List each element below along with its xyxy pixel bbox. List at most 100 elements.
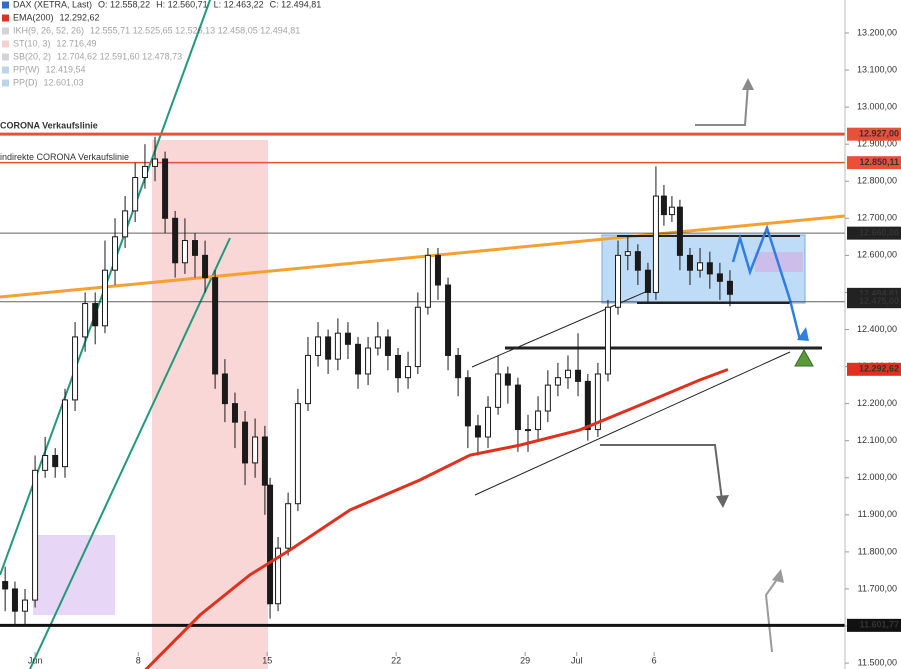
- indicator-line: [144, 368, 729, 669]
- candle-body: [267, 484, 274, 605]
- candle-body: [42, 455, 49, 471]
- candle-body: [181, 240, 188, 264]
- candle-body: [554, 377, 561, 386]
- candle-body: [660, 195, 667, 216]
- candle-body: [32, 469, 39, 601]
- candle-body: [242, 421, 249, 464]
- candle-body: [514, 384, 521, 431]
- x-tick-label: Jul: [571, 655, 583, 665]
- trend-line: [0, 214, 846, 299]
- candle-body: [485, 406, 492, 438]
- candle-body: [132, 177, 139, 212]
- price-badge: [847, 226, 901, 240]
- legend-icon: [2, 14, 9, 22]
- candle-body: [644, 269, 651, 293]
- candle-body: [2, 581, 9, 590]
- y-tick-label: 11.500,00: [858, 657, 897, 667]
- axis: 11.500,0011.600,0011.700,0011.800,0011.9…: [28, 27, 901, 667]
- arrow-head: [797, 327, 809, 341]
- price-badge: [847, 362, 901, 376]
- price-badge-label: 11.601,77: [859, 620, 899, 630]
- y-tick-label: 12.400,00: [857, 324, 897, 334]
- candle-body: [634, 251, 641, 271]
- candle-body: [604, 306, 611, 375]
- candle-body: [252, 436, 259, 464]
- x-tick-label: 29: [520, 655, 530, 665]
- channel-line: [474, 351, 791, 496]
- candle-body: [365, 347, 372, 375]
- legend-icon: [2, 79, 9, 87]
- projection: [731, 224, 802, 341]
- legend-value: O: 12.558,22: [98, 0, 150, 9]
- candle-body: [686, 254, 693, 271]
- price-badge-label: 12.475,00: [859, 296, 899, 306]
- legend-value: 12.704,62 12.591,60 12.478,73: [57, 51, 182, 61]
- price-badge: [847, 127, 901, 141]
- level-text: CORONA Verkaufslinie: [0, 121, 98, 131]
- levels: CORONA Verkaufslinie indirekte CORONA Ver…: [0, 121, 845, 627]
- candle-body: [112, 236, 119, 271]
- candle-body: [22, 599, 29, 612]
- annotations: [0, 0, 846, 669]
- legend-value: 12.716,49: [57, 38, 97, 48]
- legend-value: C: 12.494,81: [270, 0, 322, 9]
- legend-value: H: 12.560,71: [156, 0, 208, 9]
- price-badge-label: 12.927,00: [859, 129, 899, 139]
- candle-body: [72, 336, 79, 401]
- legend-label: EMA(200): [13, 12, 54, 22]
- legend-icon: [2, 53, 9, 61]
- y-tick-label: 11.700,00: [858, 583, 897, 593]
- candle-body: [726, 280, 733, 295]
- candle-body: [455, 354, 462, 379]
- legend-icon: [2, 1, 9, 9]
- y-tick-label: 12.800,00: [857, 176, 897, 186]
- candle-body: [141, 165, 148, 179]
- trend-line: [29, 237, 231, 669]
- y-tick-label: 12.100,00: [857, 435, 897, 445]
- candle-body: [101, 269, 108, 327]
- candle-body: [564, 369, 571, 379]
- price-axis: [845, 0, 901, 669]
- price-badge: [847, 618, 901, 632]
- candle-body: [285, 503, 292, 549]
- y-tick-label: 11.900,00: [858, 509, 897, 519]
- candle-body: [334, 332, 341, 360]
- candle-body: [594, 373, 601, 431]
- legend-icon: [2, 27, 9, 35]
- candle-body: [424, 254, 431, 308]
- price-badge-label: 12.850,11: [859, 157, 899, 167]
- candle-body: [152, 158, 159, 167]
- arrow-head: [742, 78, 754, 90]
- candle-body: [221, 373, 228, 405]
- plot: [2, 136, 733, 669]
- y-tick-label: 11.800,00: [858, 546, 897, 556]
- x-tick-label: 8: [136, 655, 141, 665]
- candle-body: [261, 436, 268, 486]
- price-badge: [847, 156, 901, 170]
- candle-body: [344, 332, 351, 345]
- highlight-zone: [152, 140, 268, 669]
- candle-body: [192, 240, 198, 256]
- y-tick-label: 12.600,00: [857, 250, 897, 260]
- legend-label: PP(D): [13, 77, 38, 87]
- price-badge-label: 12.494,81: [859, 289, 899, 299]
- legend-value: 12.601,03: [44, 77, 84, 87]
- candle-body: [504, 373, 511, 386]
- legend-label: SB(20, 2): [13, 51, 51, 61]
- candle-body: [584, 380, 591, 431]
- y-tick-label: 12.200,00: [857, 398, 897, 408]
- legend-icon: [2, 66, 9, 74]
- y-tick-label: 12.900,00: [857, 139, 897, 149]
- candle-body: [275, 547, 282, 605]
- candle-body: [544, 384, 551, 412]
- candle-body: [575, 369, 582, 382]
- candle-body: [304, 354, 311, 405]
- price-badge-label: 12.660,00: [859, 228, 899, 238]
- candle-body: [668, 206, 675, 216]
- candle-body: [62, 399, 68, 468]
- candle-body: [474, 425, 481, 438]
- candle-body: [394, 354, 401, 379]
- candle-body: [697, 262, 704, 271]
